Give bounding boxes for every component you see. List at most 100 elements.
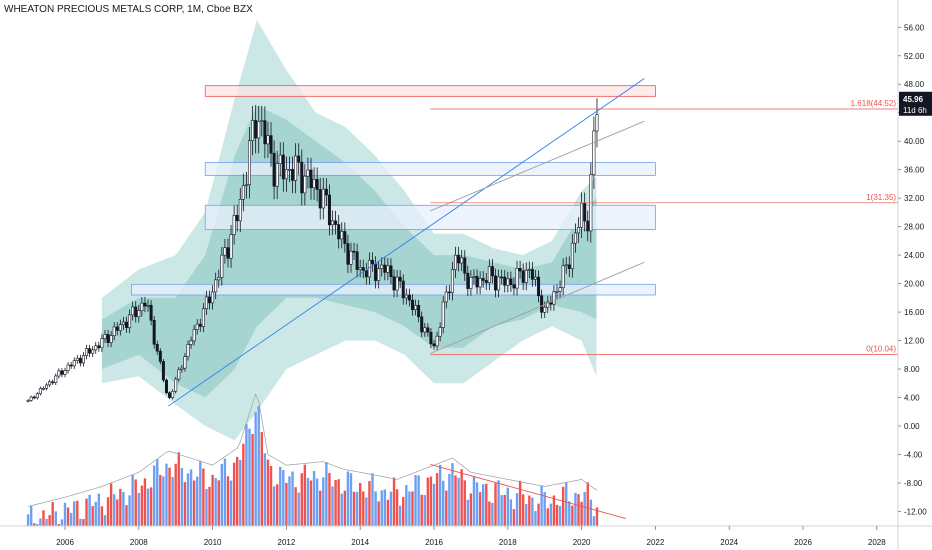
volume-bar [192, 480, 196, 526]
candle-body [226, 247, 230, 259]
candle-body [266, 135, 270, 145]
candle-body [143, 302, 147, 307]
y-tick-label: -4.00 [904, 450, 923, 459]
candle-body [580, 202, 584, 228]
volume-bar [448, 473, 451, 526]
volume-bar [51, 502, 54, 526]
volume-bar [156, 459, 159, 526]
volume-bar [420, 494, 423, 526]
candle-body [158, 350, 162, 362]
volume-bar [506, 487, 509, 526]
volume-bar [162, 476, 165, 526]
trendline-red-3[interactable] [430, 464, 627, 519]
volume-bar [303, 464, 307, 526]
candle-body [192, 329, 196, 342]
volume-bar [368, 481, 371, 526]
candle-body [186, 344, 190, 357]
candle-body [577, 227, 581, 234]
candle-body [97, 345, 101, 349]
volume-bar [152, 465, 156, 526]
volume-bar [76, 500, 79, 526]
volume-bar [463, 480, 466, 526]
volume-bar [515, 493, 519, 526]
volume-bar [29, 506, 33, 526]
y-tick-label: 56.00 [904, 23, 925, 32]
volume-bar [561, 486, 565, 526]
volume-bar [414, 475, 417, 526]
y-tick-label: -8.00 [904, 479, 923, 488]
volume-bar [39, 518, 42, 526]
candle-body [214, 279, 218, 293]
volume-bar [432, 483, 436, 526]
volume-bar [549, 503, 553, 526]
candle-body [337, 224, 341, 240]
volume-bar [232, 462, 236, 526]
candle-body [564, 264, 568, 267]
volume-bar [60, 519, 64, 526]
volume-bar [595, 507, 599, 526]
volume-bar [386, 499, 390, 526]
candle-body [383, 264, 387, 273]
volume-bar [309, 480, 313, 526]
volume-bar [325, 462, 328, 526]
candle-body [370, 259, 374, 265]
candle-body [88, 348, 92, 354]
volume-bar [497, 480, 500, 526]
candle-body [128, 314, 132, 328]
volume-bar [503, 494, 506, 526]
volume-bar [362, 491, 365, 526]
zone-blue-1[interactable] [204, 162, 656, 176]
candle-body [278, 154, 282, 164]
volume-bar [343, 490, 347, 526]
volume-bar [552, 495, 556, 526]
candle-body [118, 324, 122, 331]
volume-bar [405, 484, 408, 526]
candle-body [506, 278, 510, 286]
volume-bar [365, 497, 368, 526]
candle-body [518, 268, 522, 272]
volume-bar [377, 501, 380, 526]
candle-body [444, 291, 448, 303]
volume-bar [269, 466, 273, 526]
volume-bar [42, 510, 45, 526]
y-tick-label: 28.00 [904, 223, 925, 232]
volume-bar [488, 501, 491, 526]
fib-label: 1(31.35) [866, 193, 896, 202]
candle-body [211, 291, 215, 304]
volume-bar [189, 469, 193, 526]
trendline-blue-0[interactable] [168, 78, 645, 407]
candle-body [297, 155, 301, 163]
candle-body [331, 220, 335, 226]
volume-bar [512, 509, 516, 526]
candle-body [195, 323, 199, 330]
candle-body [512, 284, 516, 289]
candle-body [497, 276, 501, 291]
candle-body [229, 234, 233, 259]
volume-bar [328, 472, 331, 526]
candle-body [487, 266, 491, 283]
volume-bar [571, 505, 574, 526]
volume-bar [85, 498, 88, 526]
candle-body [272, 152, 276, 187]
volume-bar [128, 495, 131, 526]
candle-body [152, 319, 156, 345]
volume-bar [36, 524, 39, 526]
candle-body [208, 296, 212, 304]
candle-body [463, 257, 467, 274]
volume-bar [306, 477, 310, 526]
y-tick-label: 52.00 [904, 52, 925, 61]
candle-body [558, 287, 562, 292]
volume-bar [239, 459, 242, 526]
y-tick-label: 12.00 [904, 337, 925, 346]
trendline-gray-2[interactable] [430, 261, 645, 354]
volume-bar [558, 505, 562, 526]
volume-bar [346, 471, 350, 526]
candle-body [407, 294, 411, 301]
volume-bar [26, 514, 30, 526]
zone-red-0[interactable] [204, 85, 656, 97]
volume-bar [214, 478, 217, 526]
volume-bar [408, 491, 411, 526]
candle-body [515, 268, 519, 289]
trendline-gray-1[interactable] [430, 120, 645, 212]
